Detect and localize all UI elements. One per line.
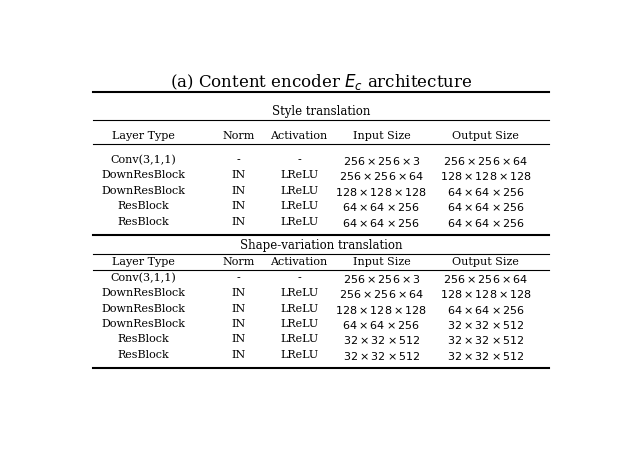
Text: $32 \times 32 \times 512$: $32 \times 32 \times 512$	[447, 334, 525, 346]
Text: ResBlock: ResBlock	[118, 350, 170, 360]
Text: IN: IN	[231, 201, 245, 211]
Text: $64 \times 64 \times 256$: $64 \times 64 \times 256$	[342, 319, 421, 331]
Text: $32 \times 32 \times 512$: $32 \times 32 \times 512$	[447, 350, 525, 362]
Text: LReLU: LReLU	[280, 319, 318, 329]
Text: $256 \times 256 \times 3$: $256 \times 256 \times 3$	[342, 273, 421, 285]
Text: LReLU: LReLU	[280, 288, 318, 298]
Text: $64 \times 64 \times 256$: $64 \times 64 \times 256$	[447, 304, 525, 316]
Text: LReLU: LReLU	[280, 304, 318, 314]
Text: (a) Content encoder $E_c$ architecture: (a) Content encoder $E_c$ architecture	[170, 72, 472, 92]
Text: Norm: Norm	[222, 256, 255, 267]
Text: ResBlock: ResBlock	[118, 201, 170, 211]
Text: -: -	[237, 273, 240, 283]
Text: Output Size: Output Size	[453, 131, 519, 141]
Text: IN: IN	[231, 170, 245, 180]
Text: DownResBlock: DownResBlock	[102, 186, 186, 196]
Text: -: -	[237, 155, 240, 165]
Text: $256 \times 256 \times 64$: $256 \times 256 \times 64$	[339, 288, 424, 300]
Text: Input Size: Input Size	[352, 131, 411, 141]
Text: $128 \times 128 \times 128$: $128 \times 128 \times 128$	[336, 304, 428, 316]
Text: LReLU: LReLU	[280, 350, 318, 360]
Text: IN: IN	[231, 217, 245, 227]
Text: $256 \times 256 \times 64$: $256 \times 256 \times 64$	[443, 273, 528, 285]
Text: $32 \times 32 \times 512$: $32 \times 32 \times 512$	[342, 350, 420, 362]
Text: ResBlock: ResBlock	[118, 334, 170, 344]
Text: $64 \times 64 \times 256$: $64 \times 64 \times 256$	[447, 201, 525, 213]
Text: $64 \times 64 \times 256$: $64 \times 64 \times 256$	[447, 186, 525, 198]
Text: LReLU: LReLU	[280, 334, 318, 344]
Text: DownResBlock: DownResBlock	[102, 170, 186, 180]
Text: Norm: Norm	[222, 131, 255, 141]
Text: Output Size: Output Size	[453, 256, 519, 267]
Text: Input Size: Input Size	[352, 256, 411, 267]
Text: LReLU: LReLU	[280, 170, 318, 180]
Text: DownResBlock: DownResBlock	[102, 288, 186, 298]
Text: -: -	[297, 273, 301, 283]
Text: IN: IN	[231, 186, 245, 196]
Text: Activation: Activation	[270, 131, 327, 141]
Text: Style translation: Style translation	[272, 105, 370, 118]
Text: DownResBlock: DownResBlock	[102, 304, 186, 314]
Text: IN: IN	[231, 334, 245, 344]
Text: $64 \times 64 \times 256$: $64 \times 64 \times 256$	[342, 217, 421, 229]
Text: DownResBlock: DownResBlock	[102, 319, 186, 329]
Text: $256 \times 256 \times 3$: $256 \times 256 \times 3$	[342, 155, 421, 167]
Text: $256 \times 256 \times 64$: $256 \times 256 \times 64$	[339, 170, 424, 182]
Text: Layer Type: Layer Type	[112, 131, 175, 141]
Text: $128 \times 128 \times 128$: $128 \times 128 \times 128$	[439, 288, 532, 300]
Text: Layer Type: Layer Type	[112, 256, 175, 267]
Text: $32 \times 32 \times 512$: $32 \times 32 \times 512$	[342, 334, 420, 346]
Text: Conv(3,1,1): Conv(3,1,1)	[111, 273, 177, 283]
Text: $64 \times 64 \times 256$: $64 \times 64 \times 256$	[342, 201, 421, 213]
Text: IN: IN	[231, 304, 245, 314]
Text: Shape-variation translation: Shape-variation translation	[240, 239, 402, 252]
Text: $128 \times 128 \times 128$: $128 \times 128 \times 128$	[439, 170, 532, 182]
Text: ResBlock: ResBlock	[118, 217, 170, 227]
Text: -: -	[297, 155, 301, 165]
Text: IN: IN	[231, 319, 245, 329]
Text: Conv(3,1,1): Conv(3,1,1)	[111, 155, 177, 165]
Text: LReLU: LReLU	[280, 186, 318, 196]
Text: $64 \times 64 \times 256$: $64 \times 64 \times 256$	[447, 217, 525, 229]
Text: $32 \times 32 \times 512$: $32 \times 32 \times 512$	[447, 319, 525, 331]
Text: Activation: Activation	[270, 256, 327, 267]
Text: LReLU: LReLU	[280, 201, 318, 211]
Text: LReLU: LReLU	[280, 217, 318, 227]
Text: IN: IN	[231, 288, 245, 298]
Text: $256 \times 256 \times 64$: $256 \times 256 \times 64$	[443, 155, 528, 167]
Text: IN: IN	[231, 350, 245, 360]
Text: $128 \times 128 \times 128$: $128 \times 128 \times 128$	[336, 186, 428, 198]
